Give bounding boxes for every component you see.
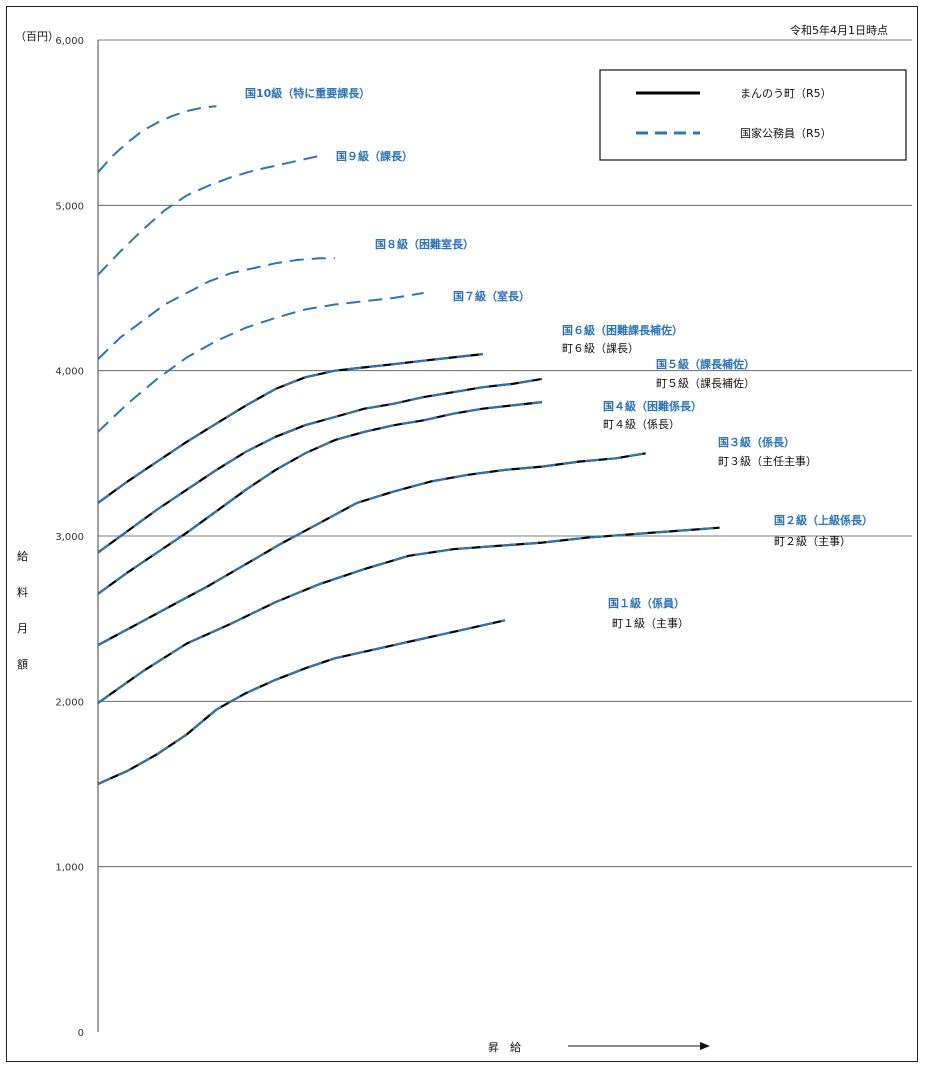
y-axis-label-char-3: 月: [17, 622, 28, 635]
series-label-4: 国６級（困難課長補佐）: [562, 323, 683, 337]
legend-label-town: まんのう町（R5）: [740, 87, 832, 100]
series-label-0: 国10級（特に重要課長）: [245, 86, 370, 100]
series-line-9: [97, 401, 543, 595]
y-tick-label: 3,000: [55, 532, 84, 543]
y-tick-label: 1,000: [55, 863, 84, 874]
chart-frame: [6, 6, 918, 1062]
series-label-9: 町４級（係長）: [603, 418, 680, 431]
legend: まんのう町（R5） 国家公務員（R5）: [599, 69, 907, 161]
series-line-6: [97, 377, 543, 554]
y-axis-label-char-2: 料: [17, 585, 28, 599]
series-labels: 国10級（特に重要課長） 国９級（課長） 国８級（困難室長） 国７級（室長） 国６級（困…: [245, 86, 873, 630]
series-line-1: [97, 154, 321, 276]
series-line-3: [97, 292, 424, 433]
series-line-5: [97, 353, 483, 504]
series-label-5: 町６級（課長）: [562, 341, 639, 355]
series-lines: [97, 105, 720, 786]
y-axis-label-char-4: 額: [17, 658, 28, 671]
series-label-11: 町３級（主任主事）: [718, 455, 817, 468]
series-label-7: 町５級（課長補佐）: [656, 376, 755, 390]
series-label-15: 町１級（主事）: [612, 617, 689, 630]
y-tick-label: 6,000: [55, 36, 84, 47]
series-label-6: 国５級（課長補佐）: [656, 357, 755, 371]
legend-label-national: 国家公務員（R5）: [740, 126, 832, 140]
series-label-2: 国８級（困難室長）: [375, 237, 474, 251]
series-label-12: 国２級（上級係長）: [774, 513, 873, 527]
series-line-12: [97, 526, 720, 704]
unit-label: （百円）: [15, 30, 59, 43]
series-label-1: 国９級（課長）: [336, 149, 413, 163]
series-line-15: [97, 619, 506, 786]
y-tick-label: 5,000: [55, 201, 84, 212]
series-line-0: [97, 105, 217, 173]
series-line-14: [97, 619, 506, 785]
series-label-8: 国４級（困難係長）: [603, 399, 702, 413]
x-axis-label: 昇 給: [488, 1040, 521, 1054]
series-line-7: [97, 377, 543, 554]
series-line-11: [97, 452, 646, 647]
series-line-13: [97, 526, 720, 704]
series-label-3: 国７級（室長）: [453, 289, 530, 303]
series-line-4: [97, 353, 483, 504]
x-axis-arrow: [568, 1042, 710, 1050]
date-note: 令和5年4月1日時点: [790, 23, 888, 37]
series-line-2: [97, 257, 335, 360]
series-label-10: 国３級（係長）: [718, 435, 795, 449]
y-tick-label: 4,000: [55, 367, 84, 378]
y-tick-label: 2,000: [55, 697, 84, 708]
series-line-8: [97, 401, 543, 595]
series-line-10: [97, 452, 646, 646]
series-label-14: 国１級（係員）: [608, 596, 685, 610]
y-axis-label-char-1: 給: [17, 549, 28, 563]
y-tick-label: 0: [78, 1028, 84, 1039]
series-label-13: 町２級（主事）: [774, 535, 851, 548]
grid-lines: [97, 39, 912, 1032]
y-tick-labels: 0 1,000 2,000 3,000 4,000 5,000 6,000: [55, 36, 84, 1039]
